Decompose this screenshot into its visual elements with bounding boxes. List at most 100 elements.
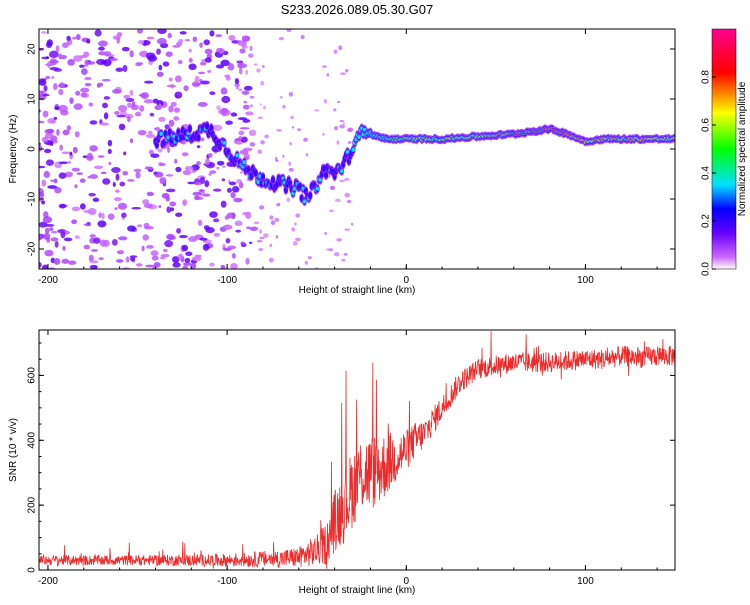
x-tick-label: -200 <box>38 275 58 286</box>
spectrogram-noise-cell <box>174 158 178 164</box>
spectrogram-noise-cell <box>89 120 98 125</box>
spectrogram-noise-cell <box>344 192 351 198</box>
spectrogram-noise-cell <box>46 128 55 134</box>
spectrogram-noise-cell <box>192 191 202 196</box>
spectrogram-noise-cell <box>245 111 254 116</box>
spectrogram-noise-cell <box>221 109 228 114</box>
spectrogram-noise-cell <box>288 167 294 172</box>
spectrogram-noise-cell <box>98 212 102 219</box>
spectrogram-noise-cell <box>202 193 211 197</box>
spectrogram-noise-cell <box>276 129 282 132</box>
spectrogram-noise-cell <box>136 263 143 267</box>
spectrogram-noise-cell <box>230 262 238 269</box>
spectrogram-noise-cell <box>55 45 60 53</box>
spectrogram-noise-cell <box>183 262 192 266</box>
spectrogram-ridge-cell <box>159 131 163 136</box>
spectrogram-noise-cell <box>192 83 201 86</box>
spectrogram-noise-cell <box>249 104 254 108</box>
spectrogram-noise-cell <box>220 59 230 67</box>
spectrogram-noise-cell <box>42 110 49 118</box>
spectrogram-noise-cell <box>61 42 69 49</box>
spectrogram-noise-cell <box>278 36 285 41</box>
spectrogram-noise-cell <box>44 148 52 154</box>
colorbar-tick-label: 0.8 <box>701 70 712 84</box>
snr-xlabel: Height of straight line (km) <box>299 585 416 596</box>
spectrogram-noise-cell <box>324 231 328 235</box>
spectrogram-ridge-cell <box>187 125 192 133</box>
spectrogram-noise-cell <box>197 219 203 227</box>
spectrogram-noise-cell <box>326 248 332 251</box>
spectrogram-noise-cell <box>204 57 212 63</box>
spectrogram-noise-cell <box>143 203 154 209</box>
spectrogram-noise-cell <box>142 199 150 205</box>
spectrogram-noise-cell <box>112 182 116 187</box>
spectrogram-noise-cell <box>149 112 155 117</box>
spectrogram-noise-cell <box>178 39 184 43</box>
y-tick-label: -10 <box>27 191 38 206</box>
spectrogram-noise-cell <box>147 130 153 135</box>
spectrogram-noise-cell <box>259 103 262 106</box>
spectrogram-noise-cell <box>118 104 128 113</box>
spectrogram-noise-cell <box>173 107 181 113</box>
x-tick-label: -100 <box>217 275 237 286</box>
spectrogram-noise-cell <box>114 207 118 210</box>
spectrogram-noise-cell <box>147 55 158 62</box>
spectrogram-noise-cell <box>67 161 72 164</box>
spectrogram-noise-cell <box>53 83 58 91</box>
spectrogram-noise-cell <box>122 170 129 176</box>
spectrogram-noise-cell <box>103 51 112 57</box>
spectrogram-noise-cell <box>208 153 213 158</box>
spectrogram-noise-cell <box>213 218 220 223</box>
spectrogram-noise-cell <box>242 119 251 123</box>
spectrogram-noise-cell <box>196 145 201 149</box>
spectrogram-noise-cell <box>215 64 225 69</box>
spectrogram-noise-cell <box>300 34 305 40</box>
spectrogram-noise-cell <box>228 34 236 41</box>
snr-line <box>39 331 675 569</box>
spectrogram-noise-cell <box>142 234 150 241</box>
spectrogram-noise-cell <box>239 127 250 130</box>
spectrogram-noise-cell <box>205 226 215 234</box>
spectrogram-noise-cell <box>174 75 182 83</box>
spectrogram-noise-cell <box>204 180 210 188</box>
spectrogram-noise-cell <box>185 251 193 256</box>
spectrogram-noise-cell <box>39 221 48 228</box>
spectrogram-noise-cell <box>51 76 55 79</box>
spectrogram-noise-cell <box>270 220 276 226</box>
spectrogram-noise-cell <box>103 112 109 120</box>
spectrogram-ridge-cell <box>196 134 201 142</box>
spectrogram-noise-cell <box>116 32 123 37</box>
spectrogram-noise-cell <box>286 29 292 33</box>
spectrogram-noise-cell <box>156 71 164 77</box>
spectrogram-noise-cell <box>153 171 158 175</box>
spectrogram-noise-cell <box>213 232 221 237</box>
spectrogram-noise-cell <box>257 116 263 119</box>
colorbar-tick-label: 0.6 <box>701 118 712 132</box>
spectrogram-noise-cell <box>234 83 240 88</box>
spectrogram-noise-cell <box>238 181 244 189</box>
spectrogram-noise-cell <box>172 262 181 268</box>
spectrogram-noise-cell <box>127 178 135 182</box>
spectrogram-noise-cell <box>199 176 205 185</box>
spectrogram-noise-cell <box>191 169 197 173</box>
spectrogram-noise-cell <box>138 93 147 97</box>
spectrogram-noise-cell <box>256 68 261 73</box>
spectrogram-noise-cell <box>97 155 105 158</box>
spectrogram-noise-cell <box>49 67 59 71</box>
spectrogram-noise-cell <box>80 92 88 98</box>
spectrogram-noise-cell <box>243 85 253 91</box>
spectrogram-noise-cell <box>41 200 46 205</box>
spectrogram-noise-cell <box>269 215 274 220</box>
spectrogram-noise-cell <box>83 244 91 250</box>
spectrogram-noise-cell <box>136 29 144 34</box>
spectrogram-noise-cell <box>173 116 180 121</box>
spectrogram-noise-cell <box>167 32 172 39</box>
spectrogram-noise-cell <box>295 237 301 242</box>
spectrogram-noise-cell <box>51 230 58 234</box>
spectrogram-noise-cell <box>194 75 200 84</box>
spectrogram-noise-cell <box>146 36 155 40</box>
spectrogram-noise-cell <box>156 38 167 45</box>
spectrogram-noise-cell <box>166 206 172 213</box>
spectrogram-noise-cell <box>81 68 88 76</box>
spectrogram-noise-cell <box>207 70 212 73</box>
